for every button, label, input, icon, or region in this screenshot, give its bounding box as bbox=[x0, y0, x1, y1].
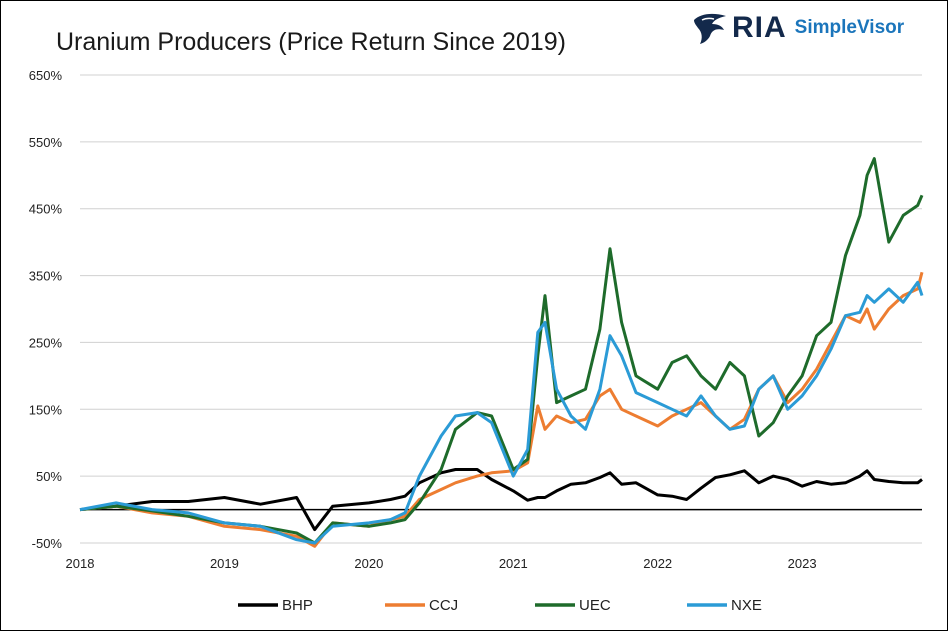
x-tick-label: 2020 bbox=[354, 556, 383, 571]
series-line-nxe bbox=[79, 280, 924, 545]
x-axis-ticks: 2018 2019 2020 2021 2022 2023 bbox=[66, 556, 817, 571]
x-tick-label: 2021 bbox=[499, 556, 528, 571]
ria-simplevisor-logo: RIA SimpleVisor bbox=[692, 8, 904, 48]
y-tick-label: 350% bbox=[29, 269, 63, 284]
y-tick-label: 250% bbox=[29, 335, 63, 350]
series-line-uec bbox=[79, 157, 924, 545]
legend-label-uec: UEC bbox=[579, 597, 611, 614]
x-tick-label: 2018 bbox=[66, 556, 95, 571]
y-tick-label: -50% bbox=[32, 536, 63, 551]
x-tick-label: 2023 bbox=[788, 556, 817, 571]
y-tick-label: 550% bbox=[29, 135, 63, 150]
legend-label-nxe: NXE bbox=[731, 597, 762, 614]
gridlines bbox=[80, 74, 922, 544]
logo-product-text: SimpleVisor bbox=[794, 17, 905, 38]
y-tick-label: 150% bbox=[29, 402, 63, 417]
y-tick-label: 450% bbox=[29, 202, 63, 217]
eagle-icon bbox=[694, 13, 726, 44]
y-tick-label: 50% bbox=[36, 469, 62, 484]
legend-label-ccj: CCJ bbox=[429, 597, 458, 614]
y-axis-ticks: 650% 550% 450% 350% 250% 150% 50% -50% bbox=[29, 68, 63, 551]
series-lines bbox=[79, 157, 924, 548]
y-tick-label: 650% bbox=[29, 68, 63, 83]
logo-brand-text: RIA bbox=[732, 11, 787, 44]
legend-label-bhp: BHP bbox=[282, 597, 313, 614]
legend: BHP CCJ UEC NXE bbox=[238, 597, 762, 614]
x-tick-label: 2022 bbox=[643, 556, 672, 571]
chart-title: Uranium Producers (Price Return Since 20… bbox=[56, 28, 566, 56]
x-tick-label: 2019 bbox=[210, 556, 239, 571]
series-line-bhp bbox=[79, 468, 923, 532]
